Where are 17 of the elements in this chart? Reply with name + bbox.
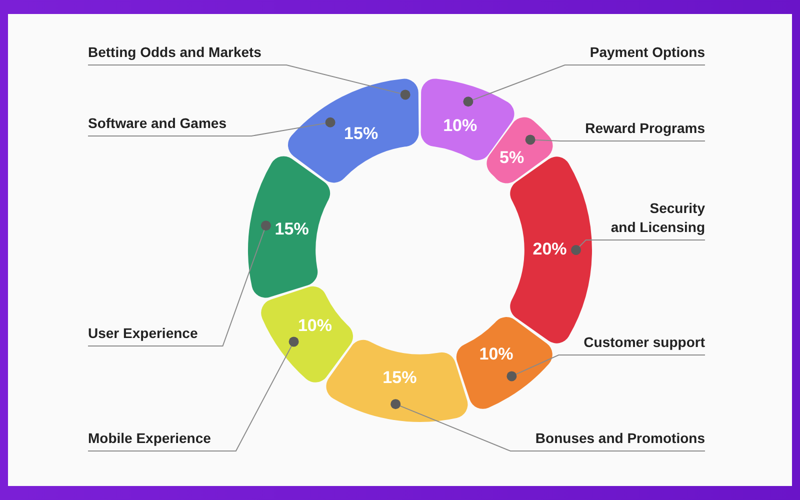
data-label: 15% <box>344 124 378 144</box>
data-label: 20% <box>532 240 567 259</box>
slice-label: Payment Options <box>590 44 706 60</box>
text: Betting Odds and Markets <box>88 44 262 60</box>
slice-label: Software and Games <box>88 115 227 131</box>
data-label: 10% <box>298 316 332 335</box>
data-label: 10% <box>479 344 514 364</box>
data-label: 5% <box>499 148 524 167</box>
slice-label: Security and Licensing <box>610 200 706 235</box>
slice-label: Mobile Experience <box>88 430 212 446</box>
slice-label: User Experience <box>88 325 198 341</box>
data-label: 15% <box>274 219 309 238</box>
data-label: 10% <box>443 116 478 136</box>
slice-label: Reward Programs <box>585 120 706 136</box>
slice-label: Bonuses and Promotions <box>535 430 706 446</box>
slice-label: Customer support <box>584 334 706 350</box>
data-label: 15% <box>382 368 417 387</box>
